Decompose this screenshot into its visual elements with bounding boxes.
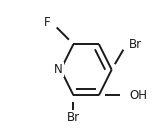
Text: F: F <box>43 16 50 29</box>
Text: OH: OH <box>130 89 148 102</box>
Text: Br: Br <box>67 111 80 124</box>
Text: N: N <box>54 63 63 76</box>
Text: Br: Br <box>129 38 142 51</box>
